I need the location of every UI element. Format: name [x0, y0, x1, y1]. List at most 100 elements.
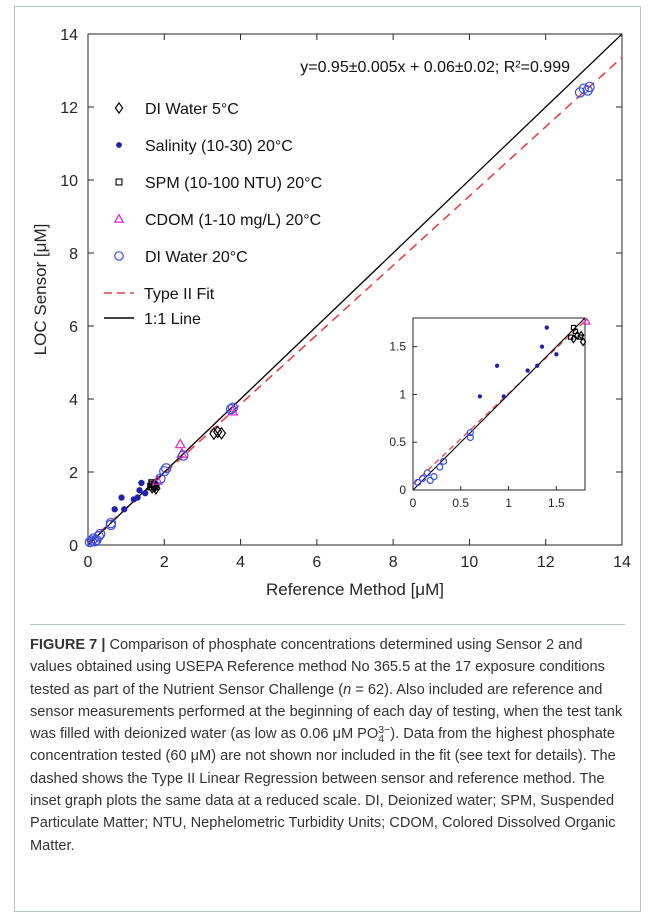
- inset-point-salinity-10-30-20-c: [535, 363, 540, 368]
- point-cdom-1-10-mg-l-20-c: [174, 438, 186, 449]
- point-di-water-5-c: [209, 427, 219, 441]
- legend-marker-spm-10-100-ntu-20-c: [115, 178, 123, 186]
- x-tick-label: 8: [389, 554, 398, 571]
- x-tick-label: 6: [312, 554, 321, 571]
- point-di-water-20-c: [159, 466, 170, 477]
- point-spm-10-100-ntu-20-c: [150, 482, 159, 491]
- legend-label-spm-10-100-ntu-20-c: SPM (10-100 NTU) 20°C: [145, 175, 322, 192]
- point-di-water-20-c: [225, 404, 237, 415]
- inset-point-salinity-10-30-20-c: [501, 394, 506, 399]
- inset-y-tick-label: 0.5: [389, 435, 406, 449]
- figure-caption: FIGURE 7 | Comparison of phosphate conce…: [30, 634, 628, 857]
- point-di-water-20-c: [95, 528, 106, 540]
- inset-x-tick-label: 0.5: [452, 496, 469, 510]
- point-salinity-10-30-20-c: [134, 494, 141, 501]
- caption-text-part1: Comparison of phosphate concentrations d…: [30, 637, 605, 698]
- point-di-water-20-c: [574, 87, 586, 98]
- inset-point-salinity-10-30-20-c: [554, 352, 559, 357]
- legend-label-type-ii-fit: Type II Fit: [144, 286, 215, 303]
- fit-equation-annotation: y=0.95±0.005x + 0.06±0.02; R²=0.999: [300, 59, 570, 76]
- caption-n-variable: n: [343, 681, 352, 698]
- y-tick-label: 8: [69, 246, 78, 263]
- inset-point-di-water-20-c: [430, 473, 438, 481]
- inset-point-di-water-20-c: [418, 474, 427, 483]
- y-axis-label: LOC Sensor [μM]: [31, 224, 50, 356]
- inset-x-tick-label: 0: [410, 496, 417, 510]
- point-di-water-20-c: [93, 531, 104, 542]
- phosphate-subscript: 4: [378, 732, 385, 745]
- y-tick-label: 6: [69, 319, 78, 336]
- inset-x-tick-label: 1: [505, 496, 512, 510]
- inset-point-salinity-10-30-20-c: [494, 363, 500, 368]
- y-tick-label: 12: [60, 100, 78, 117]
- legend-label-di-water-20-c: DI Water 20°C: [145, 249, 248, 266]
- point-di-water-20-c: [160, 463, 172, 474]
- y-tick-label: 0: [69, 538, 78, 555]
- caption-text-part3: ). Data from the highest phosphate conce…: [30, 726, 616, 854]
- inset-y-tick-label: 1: [399, 387, 406, 401]
- caption-divider: [30, 624, 625, 625]
- point-salinity-10-30-20-c: [121, 506, 128, 513]
- y-tick-label: 10: [60, 173, 78, 190]
- figure-label: FIGURE 7 |: [30, 637, 106, 653]
- point-di-water-20-c: [178, 450, 189, 461]
- x-tick-label: 4: [236, 554, 245, 571]
- legend-marker-salinity-10-30-20-c: [116, 142, 122, 148]
- x-tick-label: 2: [160, 554, 169, 571]
- point-di-water-20-c: [105, 517, 117, 529]
- inset-point-di-water-20-c: [439, 457, 448, 465]
- legend-marker-di-water-5-c: [114, 101, 124, 115]
- inset-point-salinity-10-30-20-c: [477, 394, 483, 399]
- point-salinity-10-30-20-c: [118, 494, 125, 501]
- inset-point-spm-10-100-ntu-20-c: [577, 334, 583, 340]
- phosphate-formula: 3− 4: [378, 724, 391, 745]
- point-salinity-10-30-20-c: [136, 487, 143, 494]
- inset-point-di-water-5-c: [570, 334, 577, 344]
- inset-x-tick-label: 1.5: [548, 496, 565, 510]
- x-axis-label: Reference Method [μM]: [266, 580, 444, 599]
- point-salinity-10-30-20-c: [142, 490, 149, 497]
- legend-label-cdom-1-10-mg-l-20-c: CDOM (1-10 mg/L) 20°C: [145, 212, 321, 229]
- 1-1-line-line: [88, 34, 622, 545]
- legend-label-di-water-5-c: DI Water 5°C: [145, 101, 239, 118]
- legend-label-salinity-10-30-20-c: Salinity (10-30) 20°C: [145, 138, 293, 155]
- inset-point-cdom-1-10-mg-l-20-c: [582, 317, 591, 325]
- point-salinity-10-30-20-c: [111, 506, 118, 513]
- point-di-water-5-c: [216, 426, 227, 440]
- inset-y-tick-label: 1.5: [389, 340, 406, 354]
- inset-point-di-water-20-c: [466, 429, 474, 437]
- plot-area-frame: [87, 33, 623, 546]
- x-tick-label: 10: [461, 554, 479, 571]
- inset-point-di-water-20-c: [426, 476, 434, 485]
- inset-point-salinity-10-30-20-c: [544, 325, 549, 330]
- inset-point-spm-10-100-ntu-20-c: [570, 324, 577, 331]
- inset-point-di-water-20-c: [436, 463, 444, 471]
- inset-point-di-water-20-c: [414, 478, 422, 486]
- legend-marker-di-water-20-c: [114, 251, 124, 261]
- point-di-water-20-c: [584, 81, 595, 93]
- inset-y-tick-label: 0: [399, 483, 406, 497]
- x-tick-label: 12: [537, 554, 555, 571]
- type-ii-fit-line: [88, 56, 622, 544]
- y-tick-label: 2: [69, 465, 78, 482]
- y-tick-label: 14: [60, 27, 78, 44]
- y-tick-label: 4: [69, 392, 78, 409]
- x-tick-label: 14: [613, 554, 631, 571]
- inset-point-di-water-20-c: [423, 469, 431, 477]
- inset-1-1-line-line: [413, 318, 585, 490]
- inset-point-di-water-20-c: [466, 433, 474, 442]
- point-di-water-20-c: [84, 536, 96, 548]
- inset-point-di-water-5-c: [579, 337, 587, 347]
- inset-point-spm-10-100-ntu-20-c: [568, 334, 574, 340]
- legend-marker-cdom-1-10-mg-l-20-c: [113, 213, 125, 223]
- point-cdom-1-10-mg-l-20-c: [151, 474, 164, 485]
- inset-plot: 0 0.5 1 1.5 0 0.5 1 1.5: [389, 317, 591, 510]
- inset-point-salinity-10-30-20-c: [539, 344, 545, 349]
- caption-text-part2: = 62). Also included are reference and s…: [30, 681, 623, 743]
- point-di-water-20-c: [227, 402, 239, 413]
- legend-label-1-1-line: 1:1 Line: [144, 311, 201, 328]
- phosphate-charge: 3−: [378, 724, 391, 737]
